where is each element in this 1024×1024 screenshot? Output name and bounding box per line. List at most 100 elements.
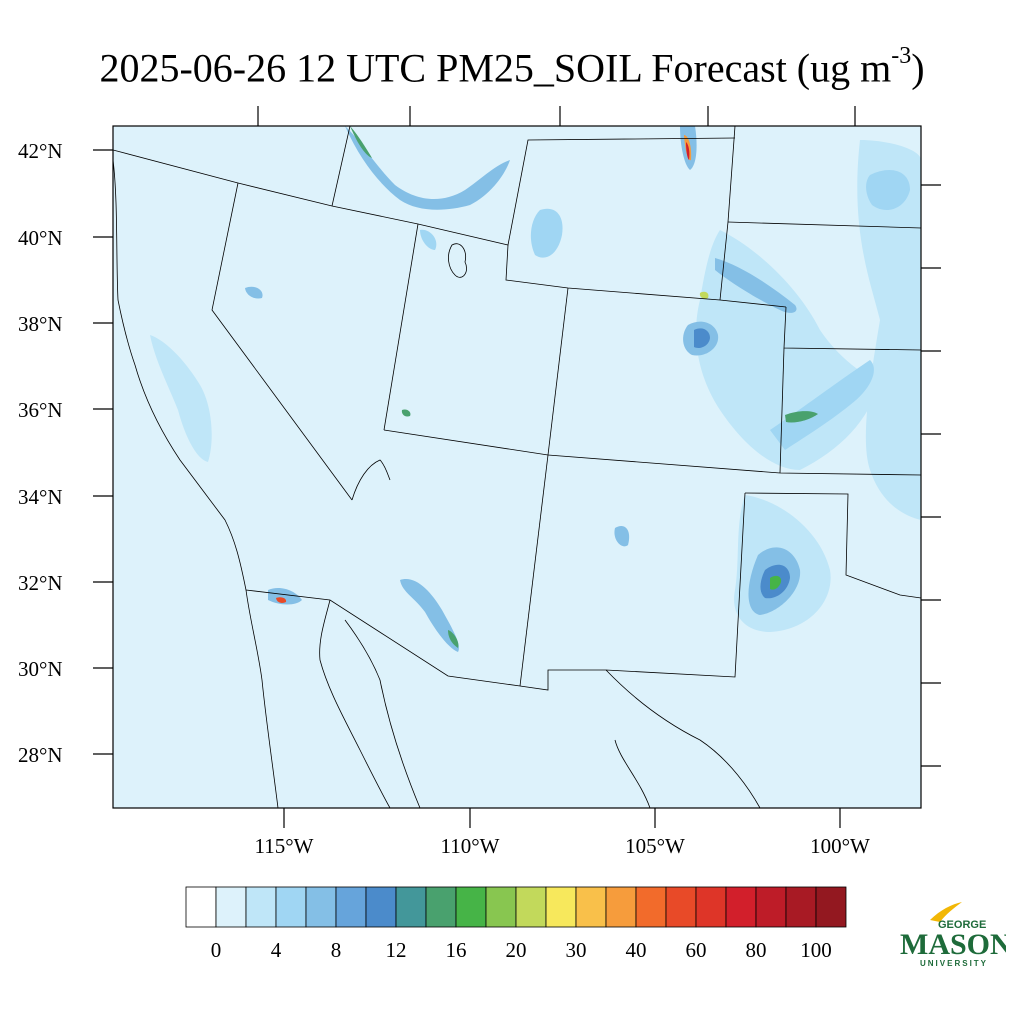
- colorbar-swatch-9: [455, 886, 487, 928]
- contour-utah-speck: [420, 229, 437, 250]
- border-colorado-east: [779, 347, 785, 474]
- colorbar-swatch-0: [185, 886, 217, 928]
- colorbar-swatch-10: [485, 886, 517, 928]
- colorbar-label-12: 12: [386, 938, 407, 962]
- contour-arizona-se-core: [448, 630, 459, 648]
- contour-idaho-ridge: [345, 126, 510, 210]
- border-nm-tx: [519, 492, 746, 691]
- logo-line3: UNIVERSITY: [920, 959, 988, 968]
- title-close: ): [911, 45, 925, 91]
- lon-label-110: 110°W: [441, 834, 500, 858]
- latitude-labels: 42°N 40°N 38°N 36°N 34°N 32°N 30°N 28°N: [18, 139, 63, 767]
- border-texas-rio: [605, 669, 761, 808]
- lat-label-34: 34°N: [18, 485, 63, 509]
- border-ut-co: [547, 287, 569, 456]
- coast-baja: [245, 589, 279, 808]
- colorbar-swatch-20: [785, 886, 817, 928]
- colorbar-swatch-19: [755, 886, 787, 928]
- coast-great-salt-lake: [448, 243, 467, 278]
- colorbar-swatch-4: [305, 886, 337, 928]
- contour-central-california: [150, 335, 212, 462]
- colorbar-swatch-14: [605, 886, 637, 928]
- colorbar-swatch-21: [815, 886, 847, 928]
- colorbar-label-60: 60: [686, 938, 707, 962]
- logo-swoosh: [930, 902, 962, 922]
- contour-kansas-band: [770, 360, 874, 450]
- contour-nm-speck: [614, 525, 630, 547]
- colorbar-swatch-3: [275, 886, 307, 928]
- colorbar-label-0: 0: [211, 938, 222, 962]
- colorbar-label-16: 16: [446, 938, 467, 962]
- colorbar-swatch-1: [215, 886, 247, 928]
- contour-nevada-speck: [245, 286, 263, 299]
- colorbar-swatch-8: [425, 886, 457, 928]
- contour-kansas-green: [785, 411, 818, 423]
- logo-line1: GEORGE: [938, 919, 986, 931]
- colorbar: 0 4 8 12 16 20 30 40 60 80 100: [185, 886, 847, 962]
- colorbar-swatch-16: [665, 886, 697, 928]
- state-boundaries: [113, 126, 921, 808]
- contour-arizona-speck: [401, 409, 411, 417]
- colorbar-label-100: 100: [800, 938, 832, 962]
- border-nebraska-south: [727, 221, 921, 229]
- colorbar-label-4: 4: [271, 938, 282, 962]
- gmu-logo: GEORGE MASON UNIVERSITY: [900, 902, 1006, 968]
- contour-nebraska-band: [715, 258, 797, 313]
- coast-colorado-river: [351, 459, 391, 501]
- colorbar-label-20: 20: [506, 938, 527, 962]
- lat-label-28: 28°N: [18, 743, 63, 767]
- lon-label-105: 105°W: [625, 834, 685, 858]
- contour-wyoming-peak-max: [686, 142, 690, 160]
- logo-line2: MASON: [900, 928, 1006, 961]
- axis-ticks: [93, 106, 941, 828]
- border-idaho-west: [331, 126, 351, 207]
- border-mexico-south: [614, 739, 651, 808]
- border-ca-nv: [211, 182, 353, 501]
- colorbar-label-40: 40: [626, 938, 647, 962]
- contour-arizona-se: [400, 579, 459, 652]
- contour-idaho-ridge-core: [350, 126, 372, 158]
- lat-label-40: 40°N: [18, 226, 63, 250]
- coast-gulf-california: [319, 599, 391, 808]
- coast-sonora: [344, 619, 421, 808]
- contour-wyoming-north: [530, 208, 563, 258]
- colorbar-swatch-11: [515, 886, 547, 928]
- contour-nebraska-speck: [699, 291, 709, 299]
- title-main: 2025-06-26 12 UTC PM25_SOIL Forecast (ug…: [99, 45, 892, 91]
- colorbar-swatch-6: [365, 886, 397, 928]
- concentration-contours: [150, 126, 921, 652]
- colorbar-swatch-15: [635, 886, 667, 928]
- contour-baja-border-core: [276, 597, 287, 603]
- map-title: 2025-06-26 12 UTC PM25_SOIL Forecast (ug…: [0, 34, 1024, 94]
- colorbar-swatch-2: [245, 886, 277, 928]
- lat-label-36: 36°N: [18, 398, 63, 422]
- colorbar-label-8: 8: [331, 938, 342, 962]
- lat-label-32: 32°N: [18, 571, 63, 595]
- colorbar-label-80: 80: [746, 938, 767, 962]
- lon-label-115: 115°W: [255, 834, 314, 858]
- longitude-labels: 115°W 110°W 105°W 100°W: [255, 834, 871, 858]
- colorbar-swatch-7: [395, 886, 427, 928]
- coast-california: [113, 159, 247, 591]
- lat-label-42: 42°N: [18, 139, 63, 163]
- map-plot-area: [112, 125, 922, 809]
- contour-ne-hotspot: [866, 170, 910, 210]
- lat-label-38: 38°N: [18, 312, 63, 336]
- colorbar-swatch-17: [695, 886, 727, 928]
- colorbar-swatch-5: [335, 886, 367, 928]
- contour-texas-peak: [770, 575, 782, 590]
- border-ca-az-mexico: [245, 589, 521, 687]
- lat-label-30: 30°N: [18, 657, 63, 681]
- colorbar-label-30: 30: [566, 938, 587, 962]
- lon-label-100: 100°W: [810, 834, 870, 858]
- contour-baja-border: [268, 588, 302, 605]
- colorbar-swatch-13: [575, 886, 607, 928]
- border-nv-ut: [383, 223, 419, 431]
- colorbar-swatch-12: [545, 886, 577, 928]
- map-frame: [112, 125, 922, 809]
- title-exponent: -3: [891, 43, 912, 69]
- border-four-corners-row: [383, 429, 921, 476]
- border-az-nm: [519, 454, 549, 687]
- border-texas-panhandle: [744, 492, 921, 599]
